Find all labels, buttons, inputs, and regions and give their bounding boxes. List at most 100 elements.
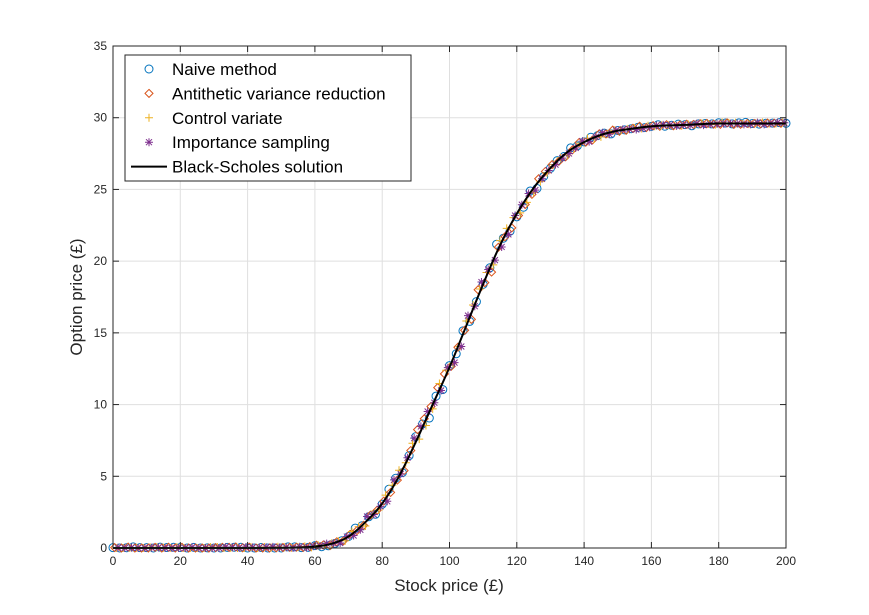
y-tick-label: 5 xyxy=(100,469,107,483)
data-point xyxy=(702,118,712,129)
data-point xyxy=(558,154,567,163)
x-axis-label: Stock price (£) xyxy=(394,576,504,595)
data-point xyxy=(221,542,230,551)
data-point xyxy=(389,475,398,484)
data-point xyxy=(477,278,486,287)
data-point xyxy=(564,149,573,158)
x-tick-label: 0 xyxy=(110,554,117,568)
data-point xyxy=(150,542,160,553)
data-point xyxy=(742,118,753,129)
data-point xyxy=(578,137,587,146)
y-axis-label: Option price (£) xyxy=(67,238,86,355)
x-tick-label: 200 xyxy=(776,554,796,568)
legend-marker-swatch xyxy=(145,138,153,147)
grid xyxy=(113,46,786,548)
data-point xyxy=(443,363,452,372)
data-point xyxy=(459,325,470,335)
y-tick-label: 10 xyxy=(94,398,108,412)
data-point xyxy=(638,124,647,133)
data-point xyxy=(605,130,614,139)
data-point xyxy=(464,311,473,320)
x-tick-label: 40 xyxy=(241,554,255,568)
data-point xyxy=(554,156,564,166)
data-point xyxy=(628,123,638,133)
data-point xyxy=(571,143,580,152)
data-point xyxy=(410,434,419,443)
x-tick-label: 20 xyxy=(174,554,188,568)
legend-label: Antithetic variance reduction xyxy=(172,84,386,103)
data-point xyxy=(632,125,641,134)
data-point xyxy=(598,128,607,137)
data-point xyxy=(762,118,773,128)
y-tick-label: 35 xyxy=(94,39,108,53)
legend-marker-swatch xyxy=(145,113,153,122)
data-point xyxy=(437,386,446,395)
data-point xyxy=(490,256,499,265)
legend-box xyxy=(124,54,412,182)
x-tick-label: 180 xyxy=(709,554,729,568)
data-point xyxy=(363,512,372,521)
axis-ticks: 0 20 40 60 80 100 120 140 160 180 200 0 5 10 15 20 25 30 3… xyxy=(94,39,797,568)
data-point xyxy=(661,120,672,130)
legend-label: Naive method xyxy=(172,60,277,79)
data-point xyxy=(383,497,392,506)
data-point xyxy=(412,424,423,435)
legend-marker-swatch xyxy=(144,64,154,74)
data-point xyxy=(268,542,277,551)
legend-marker-swatch xyxy=(144,88,154,99)
y-tick-label: 0 xyxy=(100,541,107,555)
data-point xyxy=(379,496,389,506)
data-point xyxy=(471,297,481,307)
x-tick-label: 100 xyxy=(439,554,459,568)
data-point xyxy=(349,531,358,540)
y-tick-label: 15 xyxy=(94,326,108,340)
data-point xyxy=(356,525,365,534)
legend: Naive method Antithetic variance reductio… xyxy=(124,54,412,182)
data-point xyxy=(284,542,295,553)
x-tick-label: 140 xyxy=(574,554,594,568)
legend-item-importance-sampling: Importance sampling xyxy=(145,133,330,152)
data-point xyxy=(682,119,692,129)
data-point xyxy=(450,358,459,367)
x-tick-label: 80 xyxy=(376,554,390,568)
data-point xyxy=(385,487,396,498)
legend-label: Control variate xyxy=(172,109,283,128)
data-point xyxy=(241,542,250,551)
legend-item-control-variate: Control variate xyxy=(145,109,283,128)
data-point xyxy=(699,121,708,130)
data-point xyxy=(722,118,732,128)
data-point xyxy=(210,542,221,553)
data-point xyxy=(123,542,133,552)
y-tick-label: 30 xyxy=(94,111,108,125)
data-point xyxy=(399,465,409,476)
x-tick-label: 160 xyxy=(641,554,661,568)
data-point xyxy=(559,152,569,162)
x-tick-label: 120 xyxy=(507,554,527,568)
data-point xyxy=(336,538,345,547)
data-point xyxy=(163,542,174,552)
legend-item-naive-method: Naive method xyxy=(144,60,277,79)
data-point xyxy=(311,540,322,550)
data-point xyxy=(446,361,456,372)
data-point xyxy=(504,230,513,239)
data-point xyxy=(531,186,540,195)
data-point xyxy=(431,391,441,401)
data-point xyxy=(322,539,331,548)
y-tick-label: 20 xyxy=(94,254,108,268)
data-point xyxy=(177,542,187,553)
legend-label: Black-Scholes solution xyxy=(172,158,343,177)
data-point xyxy=(457,342,466,351)
legend-item-antithetic-variance-reduction: Antithetic variance reduction xyxy=(144,84,386,103)
data-point xyxy=(416,422,425,431)
data-point xyxy=(634,121,645,131)
data-point xyxy=(231,542,241,552)
data-point xyxy=(585,137,594,146)
legend-item-black-scholes-solution: Black-Scholes solution xyxy=(131,158,343,177)
y-tick-label: 25 xyxy=(94,182,108,196)
legend-label: Importance sampling xyxy=(172,133,330,152)
x-tick-label: 60 xyxy=(308,554,322,568)
data-point xyxy=(497,242,506,251)
data-point xyxy=(551,160,560,169)
data-point xyxy=(423,407,432,416)
